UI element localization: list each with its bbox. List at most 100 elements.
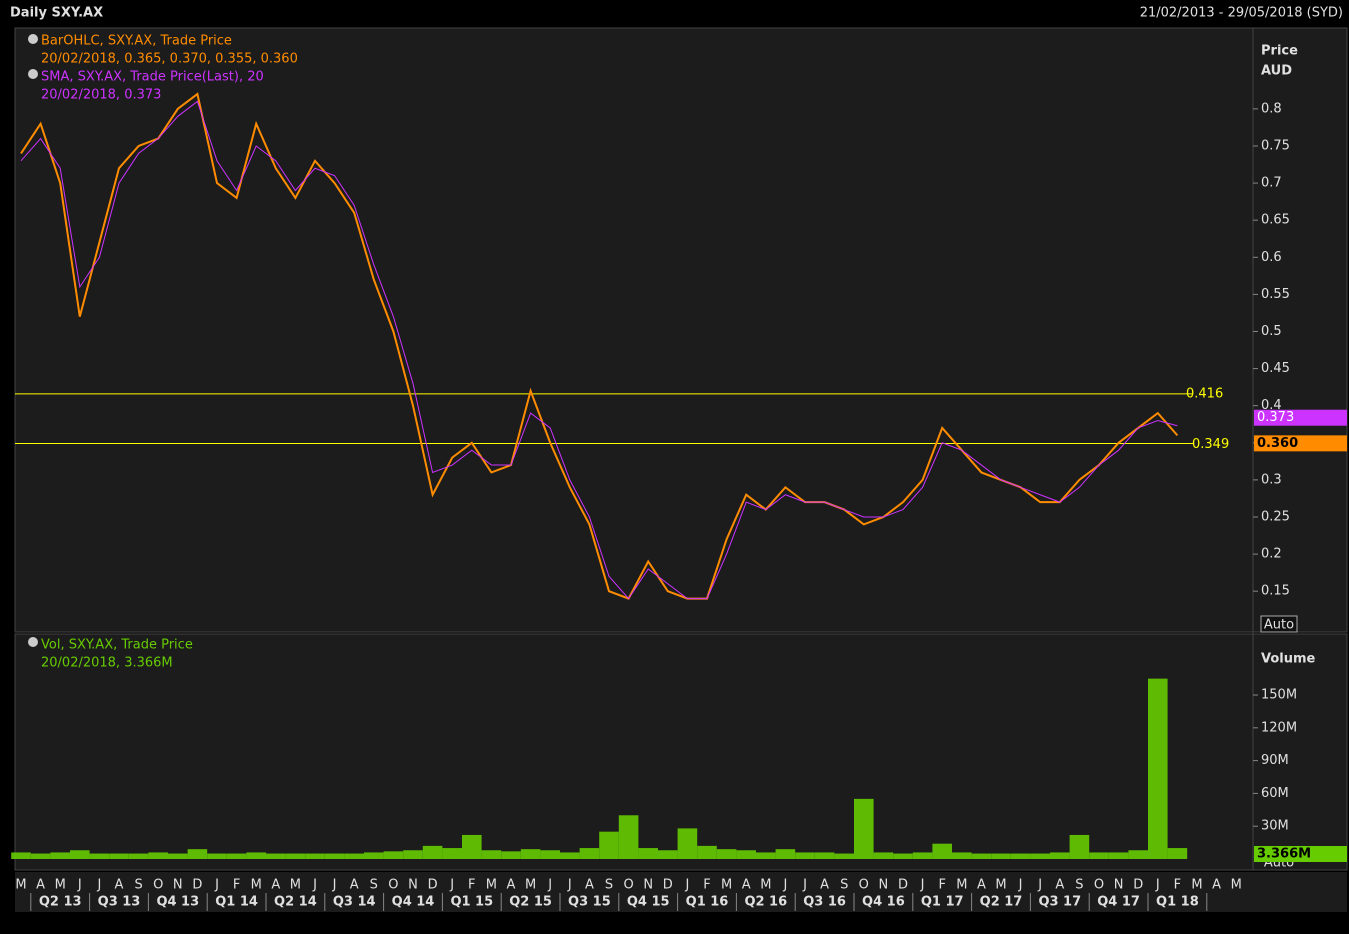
x-tick-label: S xyxy=(840,878,848,893)
volume-bar xyxy=(305,853,325,859)
x-tick-label: N xyxy=(643,878,653,893)
x-tick-label: O xyxy=(388,878,398,893)
x-tick-label: J xyxy=(1155,878,1160,893)
volume-bar xyxy=(540,850,560,859)
volume-bar xyxy=(1089,852,1109,859)
x-tick-label: J xyxy=(920,878,925,893)
x-tick-label: F xyxy=(233,878,240,893)
x-tick-label: M xyxy=(55,878,66,893)
quarter-label: Q1 16 xyxy=(686,895,729,910)
x-tick-label: N xyxy=(408,878,418,893)
x-tick-label: J xyxy=(684,878,689,893)
volume-bar xyxy=(1148,678,1168,859)
x-tick-label: J xyxy=(1037,878,1042,893)
volume-bar xyxy=(70,850,90,859)
x-tick-label: A xyxy=(271,878,280,893)
x-tick-label: M xyxy=(486,878,497,893)
quarter-label: Q3 14 xyxy=(333,895,376,910)
x-tick-label: M xyxy=(290,878,301,893)
volume-bar xyxy=(775,849,796,859)
x-tick-label: M xyxy=(721,878,732,893)
y-tick-label: 0.8 xyxy=(1261,101,1282,116)
volume-bar xyxy=(736,850,756,859)
quarter-label: Q1 15 xyxy=(450,895,493,910)
quarter-label: Q2 16 xyxy=(744,895,787,910)
x-tick-label: F xyxy=(703,878,710,893)
volume-bar xyxy=(932,843,952,859)
last-value-badge xyxy=(1254,435,1347,452)
x-tick-label: J xyxy=(782,878,787,893)
volume-bar xyxy=(520,849,541,859)
x-tick-label: A xyxy=(585,878,594,893)
horizontal-line-label: 0.349 xyxy=(1192,437,1229,452)
last-value-badge xyxy=(1254,846,1347,862)
volume-bar xyxy=(364,852,384,859)
legend-values: 20/02/2018, 0.373 xyxy=(41,88,161,103)
x-tick-label: J xyxy=(214,878,219,893)
x-tick-label: O xyxy=(153,878,163,893)
volume-bar xyxy=(658,850,678,859)
volume-bar xyxy=(1010,853,1031,859)
volume-bar xyxy=(1167,848,1188,859)
volume-bar xyxy=(814,852,835,859)
y-tick-label: 0.75 xyxy=(1261,138,1290,153)
y-tick-label: 0.7 xyxy=(1261,176,1282,191)
x-tick-label: O xyxy=(623,878,633,893)
volume-bar xyxy=(266,853,286,859)
x-tick-label: S xyxy=(1075,878,1083,893)
legend-name: Vol, SXY.AX, Trade Price xyxy=(41,638,193,653)
volume-bar xyxy=(50,852,70,859)
volume-bar xyxy=(991,853,1011,859)
x-tick-label: F xyxy=(1174,878,1181,893)
quarter-label: Q1 17 xyxy=(921,895,964,910)
y-tick-label: 0.2 xyxy=(1261,547,1282,562)
x-tick-label: A xyxy=(350,878,359,893)
last-value-label: 3.366M xyxy=(1257,847,1311,862)
horizontal-line-label: 0.416 xyxy=(1186,386,1223,401)
x-tick-label: A xyxy=(1055,878,1064,893)
x-tick-label: A xyxy=(977,878,986,893)
volume-bar xyxy=(226,853,247,859)
legend-icon[interactable] xyxy=(28,637,38,647)
x-tick-label: O xyxy=(1094,878,1104,893)
volume-bar xyxy=(168,853,188,859)
volume-bar xyxy=(971,853,992,859)
x-tick-label: M xyxy=(1191,878,1202,893)
volume-bar xyxy=(873,852,894,859)
y-tick-label: 0.25 xyxy=(1261,509,1290,524)
volume-bar xyxy=(560,852,580,859)
x-tick-label: D xyxy=(1133,878,1143,893)
x-tick-label: D xyxy=(663,878,673,893)
x-tick-label: M xyxy=(956,878,967,893)
x-tick-label: M xyxy=(525,878,536,893)
volume-bar xyxy=(187,849,208,859)
x-tick-label: J xyxy=(332,878,337,893)
auto-button[interactable] xyxy=(1260,615,1298,633)
legend-name: SMA, SXY.AX, Trade Price(Last), 20 xyxy=(41,70,264,85)
price-axis-unit: AUD xyxy=(1261,64,1292,79)
volume-bar xyxy=(697,845,717,859)
quarter-label: Q4 14 xyxy=(392,895,435,910)
legend-icon[interactable] xyxy=(28,34,38,44)
y-tick-label: 0.15 xyxy=(1261,584,1290,599)
volume-bar xyxy=(795,852,815,859)
quarter-label: Q1 18 xyxy=(1156,895,1199,910)
x-tick-label: M xyxy=(1231,878,1242,893)
last-value-badge xyxy=(1254,409,1347,426)
y-tick-label: 150M xyxy=(1261,688,1297,703)
volume-bar xyxy=(128,853,149,859)
volume-bar xyxy=(148,852,168,859)
volume-bar xyxy=(638,848,658,859)
quarter-label: Q2 17 xyxy=(980,895,1023,910)
volume-bar xyxy=(403,850,423,859)
volume-bar xyxy=(109,853,129,859)
legend-icon[interactable] xyxy=(28,69,38,79)
y-tick-label: 0.45 xyxy=(1261,361,1290,376)
x-tick-label: M xyxy=(995,878,1006,893)
volume-bar xyxy=(893,853,913,859)
legend-name: BarOHLC, SXY.AX, Trade Price xyxy=(41,34,232,49)
auto-button-label[interactable]: Auto xyxy=(1264,618,1294,633)
quarter-label: Q4 16 xyxy=(862,895,905,910)
date-range: 21/02/2013 - 29/05/2018 (SYD) xyxy=(1140,6,1343,21)
